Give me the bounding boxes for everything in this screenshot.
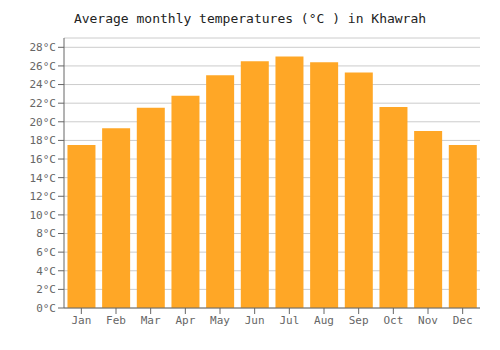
svg-text:Apr: Apr [175, 314, 195, 327]
svg-text:Sep: Sep [349, 314, 369, 327]
svg-text:12°C: 12°C [30, 190, 57, 203]
svg-text:Mar: Mar [141, 314, 161, 327]
svg-text:26°C: 26°C [30, 60, 57, 73]
svg-text:Jul: Jul [279, 314, 299, 327]
svg-text:14°C: 14°C [30, 172, 57, 185]
svg-text:22°C: 22°C [30, 97, 57, 110]
svg-text:Feb: Feb [106, 314, 126, 327]
svg-text:Jan: Jan [71, 314, 91, 327]
svg-text:0°C: 0°C [36, 302, 56, 315]
svg-text:Dec: Dec [453, 314, 473, 327]
svg-text:Jun: Jun [245, 314, 265, 327]
svg-text:6°C: 6°C [36, 246, 56, 259]
html-text:Average monthly temperatures (: Average monthly temperatures (°C ) in Kh… [73, 11, 427, 26]
svg-text:20°C: 20°C [30, 116, 57, 129]
svg-text:28°C: 28°C [30, 41, 57, 54]
svg-text:May: May [210, 314, 230, 327]
svg-text:2°C: 2°C [36, 283, 56, 296]
svg-text:Nov: Nov [418, 314, 438, 327]
svg-text:16°C: 16°C [30, 153, 57, 166]
svg-text:Oct: Oct [383, 314, 403, 327]
svg-text:Aug: Aug [314, 314, 334, 327]
svg-text:4°C: 4°C [36, 265, 56, 278]
svg-text:8°C: 8°C [36, 227, 56, 240]
svg-text:24°C: 24°C [30, 78, 57, 91]
svg-text:10°C: 10°C [30, 209, 57, 222]
svg-text:18°C: 18°C [30, 134, 57, 147]
